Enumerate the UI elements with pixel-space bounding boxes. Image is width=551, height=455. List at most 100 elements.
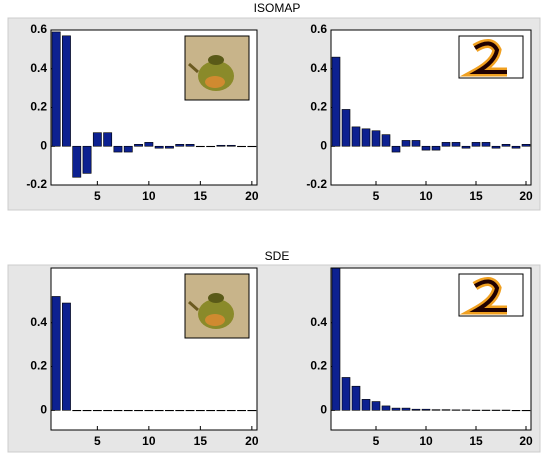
bar	[52, 296, 60, 410]
bar	[196, 146, 204, 147]
bar	[114, 410, 122, 411]
figure: ISOMAP -0.2 0 0.2 0.4 0.6 5 10 15 20 -0.2 0 0.2 0.4 0.…	[0, 0, 551, 455]
bar	[52, 32, 60, 146]
bar	[93, 133, 101, 147]
bar	[248, 410, 256, 411]
bar	[392, 408, 400, 410]
bar	[83, 146, 91, 173]
bar	[432, 410, 440, 411]
bar	[452, 142, 460, 146]
x-tick-label: 10	[142, 434, 156, 448]
bar	[73, 410, 81, 411]
bar	[248, 146, 256, 147]
bar	[217, 410, 225, 411]
bar	[382, 406, 390, 410]
x-tick-label: 20	[519, 189, 533, 203]
bar	[402, 140, 410, 146]
bar	[237, 146, 245, 147]
bar	[62, 303, 70, 410]
bar	[372, 131, 380, 147]
bar	[124, 146, 132, 152]
y-tick-label: 0.6	[310, 22, 327, 36]
x-tick-label: 20	[519, 434, 533, 448]
bar	[492, 146, 500, 148]
bar	[362, 399, 370, 410]
x-tick-label: 10	[419, 189, 433, 203]
bar	[512, 146, 520, 148]
bar	[462, 410, 470, 411]
bar	[462, 146, 470, 148]
x-tick-label: 5	[373, 434, 380, 448]
bar	[145, 142, 153, 146]
bar	[104, 133, 112, 147]
bar	[522, 410, 530, 411]
bar	[392, 146, 400, 152]
bar	[207, 410, 215, 411]
bar	[512, 410, 520, 411]
x-tick-label: 15	[194, 434, 208, 448]
bar	[217, 145, 225, 146]
bar	[155, 146, 163, 148]
bar	[124, 410, 132, 411]
bar	[502, 144, 510, 146]
y-tick-label: 0.4	[310, 315, 327, 329]
bar	[165, 146, 173, 148]
y-tick-label: -0.2	[26, 177, 47, 191]
bar	[93, 410, 101, 411]
bar	[186, 410, 194, 411]
bar	[352, 127, 360, 146]
bar	[372, 402, 380, 411]
y-tick-label: 0.2	[310, 100, 327, 114]
y-tick-label: 0.4	[310, 61, 327, 75]
bar	[482, 410, 490, 411]
section-title: SDE	[265, 249, 290, 263]
image-thumbnail	[205, 314, 225, 326]
bar	[422, 146, 430, 150]
y-tick-label: 0.2	[310, 359, 327, 373]
bar	[482, 142, 490, 146]
x-tick-label: 20	[245, 189, 259, 203]
y-tick-label: 0.2	[30, 100, 47, 114]
bar	[165, 410, 173, 411]
bar	[342, 109, 350, 146]
y-tick-label: 0	[320, 402, 327, 416]
x-tick-label: 5	[94, 189, 101, 203]
x-tick-label: 10	[419, 434, 433, 448]
x-tick-label: 15	[469, 189, 483, 203]
bar	[134, 144, 142, 146]
x-tick-label: 20	[245, 434, 259, 448]
x-tick-label: 15	[469, 434, 483, 448]
bar	[176, 144, 184, 146]
bar	[472, 142, 480, 146]
image-thumbnail	[208, 55, 224, 65]
x-tick-label: 15	[194, 189, 208, 203]
bar	[412, 140, 420, 146]
bar	[155, 410, 163, 411]
x-tick-label: 10	[142, 189, 156, 203]
bar	[145, 410, 153, 411]
bar	[227, 145, 235, 146]
bar	[134, 410, 142, 411]
bar	[352, 386, 360, 410]
y-tick-label: 0	[320, 138, 327, 152]
bar	[227, 410, 235, 411]
bar	[332, 57, 340, 146]
y-tick-label: 0	[40, 138, 47, 152]
y-tick-label: 0.6	[30, 22, 47, 36]
y-tick-label: 0.4	[30, 315, 47, 329]
section-title: ISOMAP	[254, 1, 301, 15]
y-tick-label: -0.2	[306, 177, 327, 191]
bar	[237, 410, 245, 411]
bar	[492, 410, 500, 411]
y-tick-label: 0.2	[30, 359, 47, 373]
bar	[422, 409, 430, 410]
bar	[432, 146, 440, 150]
bar	[442, 410, 450, 411]
x-tick-label: 5	[94, 434, 101, 448]
bar	[342, 377, 350, 410]
bar	[452, 410, 460, 411]
bar	[412, 409, 420, 410]
y-tick-label: 0.4	[30, 61, 47, 75]
bar	[73, 146, 81, 177]
bar	[332, 268, 340, 410]
